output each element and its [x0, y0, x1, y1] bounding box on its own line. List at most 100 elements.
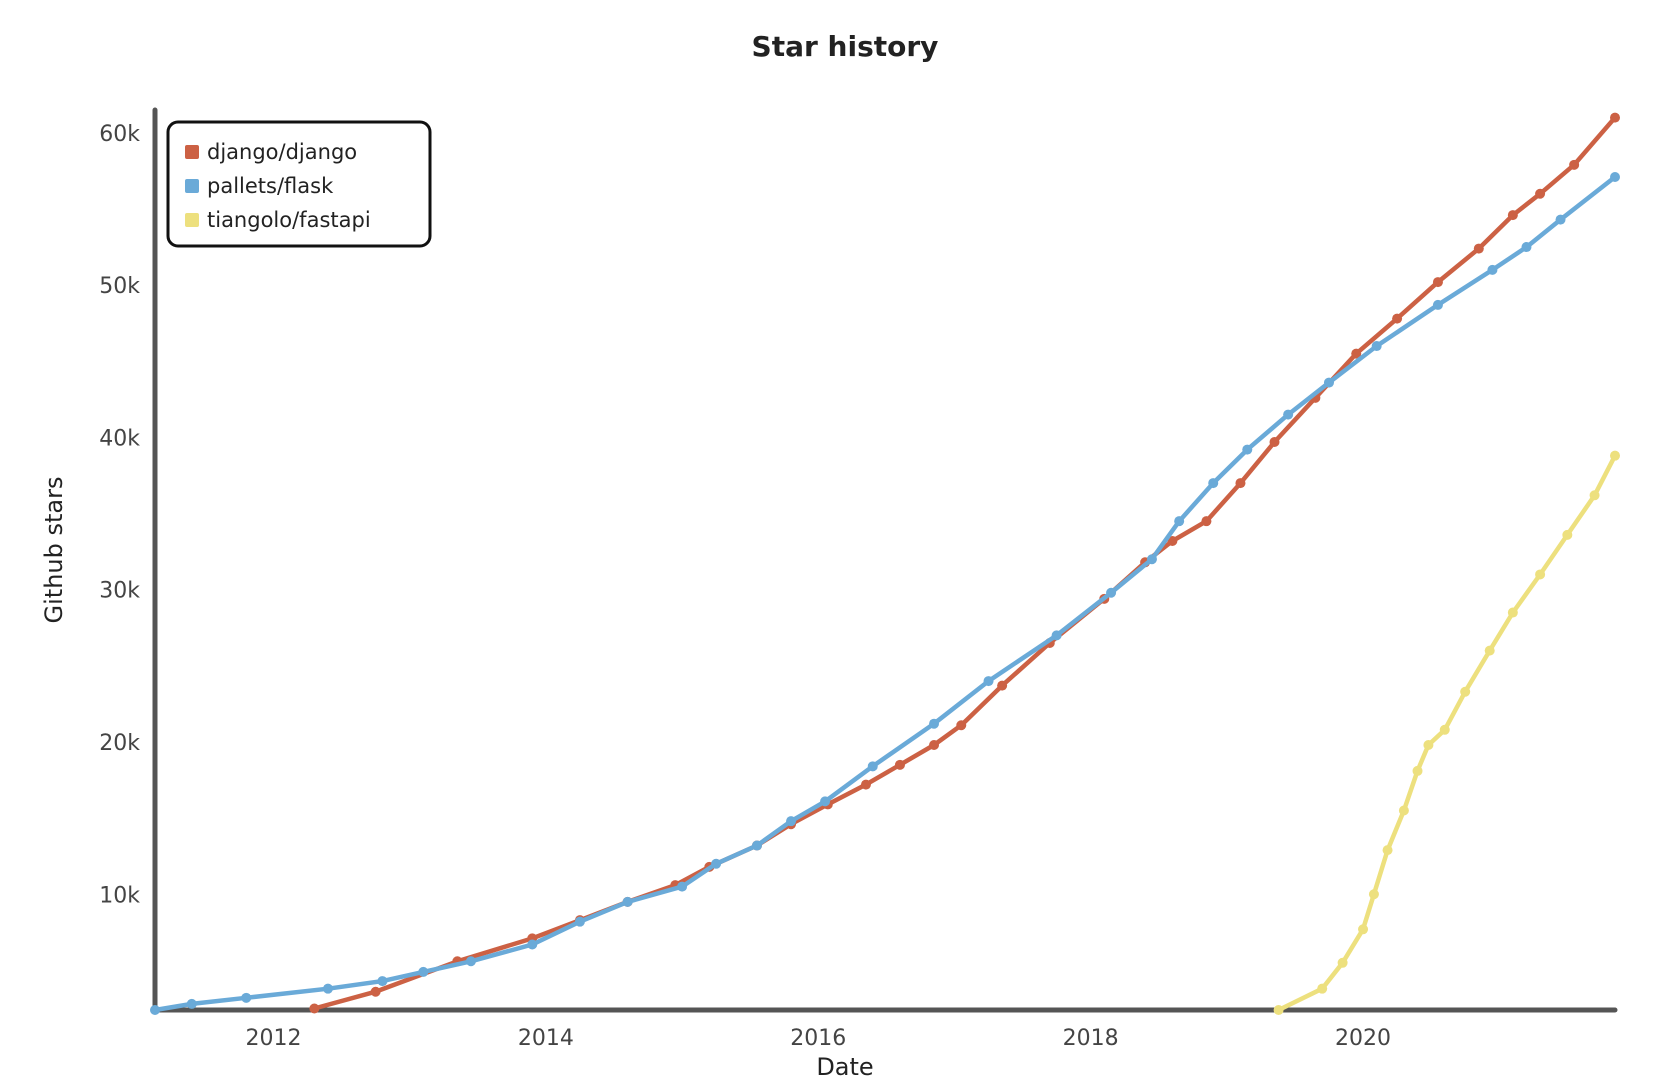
data-point [1487, 264, 1498, 275]
data-point [1473, 243, 1484, 254]
y-tick-label: 50k [99, 274, 140, 299]
data-point [1323, 377, 1334, 388]
y-axis-label: Github stars [40, 477, 68, 624]
data-point [1208, 478, 1219, 489]
y-tick-label: 40k [99, 426, 140, 451]
data-point [465, 956, 476, 967]
data-point [1174, 516, 1185, 527]
legend-label: pallets/flask [207, 174, 334, 198]
data-point [377, 976, 388, 987]
x-tick-label: 2020 [1335, 1026, 1391, 1051]
data-point [997, 680, 1008, 691]
series-tiangolo-fastapi [1273, 450, 1620, 1015]
data-point [1235, 478, 1246, 489]
data-point [1610, 112, 1620, 123]
x-tick-label: 2018 [1063, 1026, 1119, 1051]
data-point [418, 966, 429, 977]
data-point [1412, 765, 1423, 776]
series-line [152, 174, 1618, 1013]
data-point [956, 720, 967, 731]
data-point [1562, 529, 1573, 540]
data-point [751, 840, 762, 851]
data-point [1589, 490, 1600, 501]
y-tick-label: 30k [99, 579, 140, 604]
data-point [1273, 1005, 1284, 1015]
y-tick-label: 20k [99, 731, 140, 756]
data-point [929, 740, 940, 751]
data-point [860, 779, 871, 790]
data-point [1351, 348, 1362, 359]
x-axis-label: Date [816, 1053, 873, 1081]
x-tick-label: 2012 [245, 1026, 301, 1051]
chart-title: Star history [752, 30, 939, 63]
x-tick-labels: 2012 2014 2016 2018 2020 [245, 1026, 1391, 1051]
series-pallets-flask [150, 172, 1620, 1015]
data-point [983, 676, 994, 687]
data-point [1484, 645, 1495, 656]
legend-swatch [185, 179, 199, 193]
data-point [241, 992, 252, 1003]
legend-label: django/django [207, 140, 357, 164]
data-point [1337, 957, 1348, 968]
series-django-django [309, 112, 1620, 1014]
series-line [312, 115, 1618, 1011]
data-point [322, 983, 333, 994]
data-point [370, 986, 381, 997]
data-point [622, 896, 633, 907]
x-tick-label: 2014 [518, 1026, 574, 1051]
data-point [1439, 724, 1450, 735]
legend-box [166, 120, 432, 248]
y-tick-label: 60k [99, 122, 140, 147]
data-point [1423, 740, 1434, 751]
data-point [1521, 242, 1532, 253]
data-point [929, 718, 940, 729]
data-point [1368, 889, 1379, 900]
legend-swatch [185, 145, 199, 159]
data-point [1317, 983, 1328, 994]
data-point [1201, 516, 1212, 527]
data-point [1460, 686, 1471, 697]
data-point [1610, 450, 1620, 461]
data-point [1507, 607, 1518, 618]
y-tick-label: 10k [99, 883, 140, 908]
data-point [1269, 436, 1280, 447]
data-point [1610, 172, 1620, 183]
legend-swatch [185, 213, 199, 227]
data-point [1432, 299, 1443, 310]
data-point [1358, 924, 1369, 935]
data-point [1146, 554, 1157, 565]
legend-label: tiangolo/fastapi [207, 208, 371, 232]
data-point [1535, 188, 1546, 199]
data-point [186, 998, 197, 1009]
data-point [1283, 409, 1294, 420]
data-point [677, 881, 688, 892]
x-tick-label: 2016 [790, 1026, 846, 1051]
series-layer [150, 112, 1620, 1015]
legend: django/django pallets/flask tiangolo/fasta… [166, 120, 432, 248]
data-point [820, 796, 831, 807]
data-point [1051, 630, 1062, 641]
data-point [894, 759, 905, 770]
data-point [1507, 210, 1518, 221]
data-point [1569, 159, 1580, 170]
data-point [867, 761, 878, 772]
data-point [1242, 444, 1253, 455]
data-point [1555, 214, 1566, 225]
data-point [1398, 805, 1409, 816]
axes [152, 107, 1618, 1013]
data-point [309, 1003, 320, 1014]
data-point [150, 1005, 160, 1015]
data-point [786, 816, 797, 827]
data-point [1167, 535, 1178, 546]
data-point [527, 939, 538, 950]
data-point [711, 858, 722, 869]
data-point [574, 916, 585, 927]
data-point [1106, 587, 1117, 598]
data-point [1392, 313, 1403, 324]
data-point [1382, 845, 1393, 856]
data-point [1432, 277, 1443, 288]
y-tick-labels: 10k 20k 30k 40k 50k 60k [99, 122, 140, 908]
data-point [1371, 341, 1382, 352]
